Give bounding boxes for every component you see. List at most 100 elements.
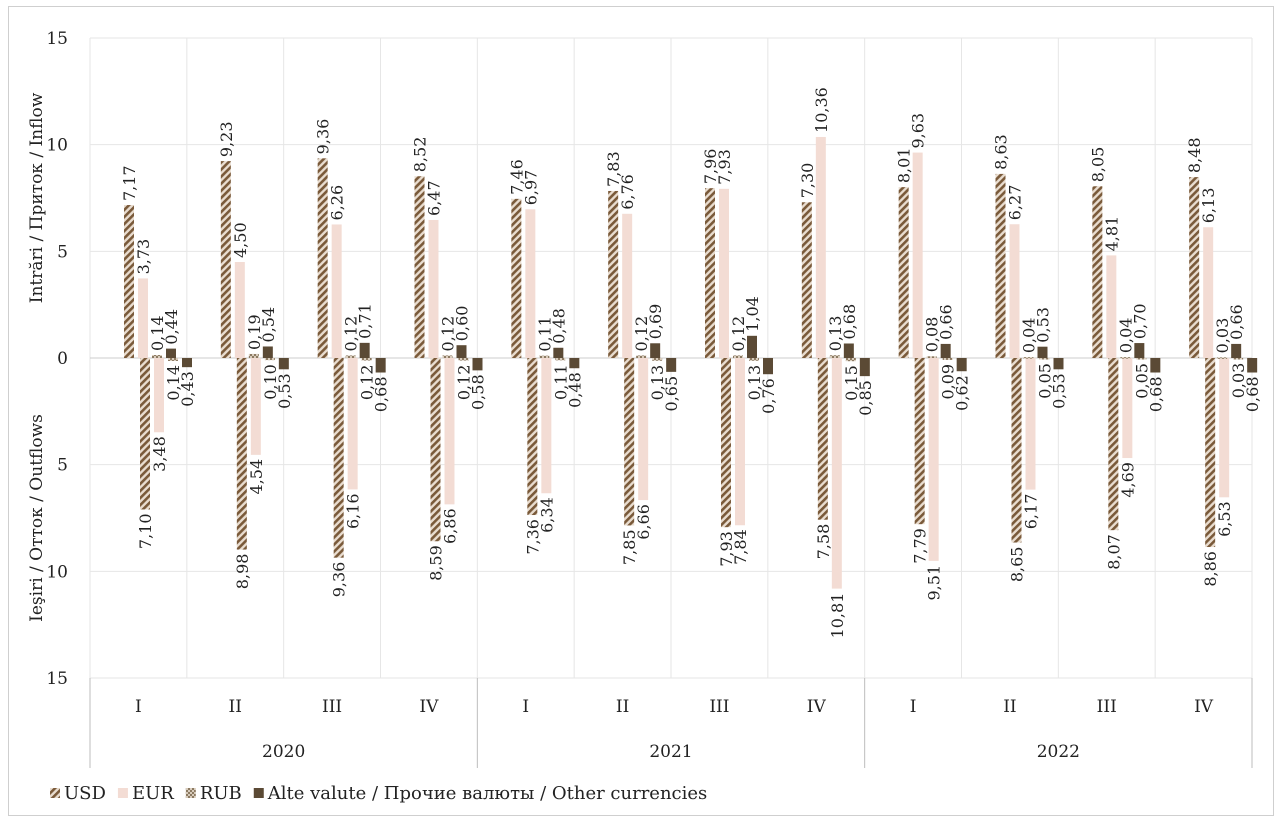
- quarter-label: II: [616, 697, 629, 717]
- data-label-outflow: 0,12: [358, 365, 377, 401]
- data-label-outflow: 9,36: [330, 562, 349, 598]
- bar-outflow-usd: [527, 358, 538, 516]
- data-label-inflow: 0,68: [840, 304, 859, 340]
- bar-inflow-alte: [1134, 343, 1145, 358]
- year-label: 2022: [1037, 742, 1080, 762]
- bar-inflow-rub: [1217, 357, 1228, 359]
- data-label-outflow: 0,43: [178, 371, 197, 407]
- data-label-outflow: 6,66: [634, 504, 653, 540]
- data-label-inflow: 0,04: [1116, 318, 1135, 354]
- data-label-inflow: 0,03: [1213, 318, 1232, 354]
- data-label-inflow: 0,69: [646, 304, 665, 340]
- bar-outflow-alte: [1247, 358, 1258, 373]
- bar-outflow-rub: [361, 358, 372, 361]
- bar-inflow-alte: [747, 335, 757, 358]
- bar-inflow-eur: [138, 278, 148, 358]
- bar-outflow-alte: [859, 358, 870, 377]
- data-label-outflow: 7,93: [717, 531, 736, 567]
- data-label-outflow: 0,68: [1243, 377, 1262, 413]
- data-label-outflow: 7,79: [911, 528, 930, 564]
- bar-outflow-eur: [541, 358, 552, 494]
- data-label-inflow: 8,63: [992, 134, 1011, 170]
- bar-outflow-rub: [1233, 358, 1244, 360]
- data-label-outflow: 4,54: [247, 459, 266, 495]
- data-label-inflow: 8,52: [411, 137, 430, 173]
- bar-outflow-rub: [555, 358, 566, 361]
- bar-outflow-eur: [250, 358, 261, 455]
- bar-outflow-rub: [1136, 358, 1147, 360]
- data-label-outflow: 0,85: [856, 380, 875, 416]
- data-label-outflow: 0,53: [275, 373, 294, 409]
- bar-outflow-alte: [278, 358, 289, 370]
- data-label-outflow: 0,48: [565, 372, 584, 408]
- data-label-inflow: 6,26: [328, 185, 347, 221]
- data-label-inflow: 6,76: [618, 174, 637, 210]
- bar-outflow-alte: [956, 358, 967, 372]
- data-label-outflow: 0,05: [1132, 363, 1151, 399]
- bar-inflow-usd: [898, 187, 909, 358]
- data-label-inflow: 7,96: [701, 149, 720, 185]
- data-label-inflow: 0,13: [826, 316, 845, 352]
- data-label-inflow: 0,48: [549, 308, 568, 344]
- quarter-label: II: [229, 697, 242, 717]
- data-label-outflow: 6,34: [537, 497, 556, 533]
- y-axis-label-outflow: Ieşiri / Отток / Outflows: [27, 414, 47, 622]
- bar-outflow-eur: [1219, 358, 1230, 498]
- quarter-label: I: [135, 697, 142, 717]
- data-label-inflow: 3,73: [134, 239, 153, 275]
- quarter-label: II: [1003, 697, 1016, 717]
- bar-outflow-eur: [735, 358, 745, 526]
- y-tick-label: 5: [57, 242, 68, 262]
- data-label-outflow: 0,13: [745, 365, 764, 401]
- data-label-inflow: 0,14: [148, 315, 167, 351]
- bar-outflow-rub: [845, 358, 856, 362]
- data-label-outflow: 6,53: [1215, 501, 1234, 537]
- data-label-inflow: 0,12: [729, 316, 748, 352]
- bar-inflow-rub: [539, 355, 550, 358]
- data-label-outflow: 0,76: [759, 378, 778, 414]
- bar-outflow-rub: [1039, 358, 1050, 360]
- data-label-outflow: 10,81: [828, 593, 847, 639]
- legend-entry: Alte valute / Прочие валюты / Other curr…: [267, 783, 708, 804]
- data-label-inflow: 0,11: [535, 316, 554, 352]
- data-label-outflow: 7,10: [136, 513, 155, 549]
- bar-outflow-usd: [1108, 358, 1119, 531]
- data-label-inflow: 0,66: [937, 304, 956, 340]
- data-label-outflow: 0,14: [164, 365, 183, 401]
- bar-inflow-alte: [1231, 343, 1242, 358]
- bar-inflow-usd: [220, 161, 231, 358]
- legend: USD EUR RUB Alte valute / Прочие валюты / O…: [50, 783, 707, 804]
- data-label-outflow: 7,58: [814, 524, 833, 560]
- data-label-outflow: 8,86: [1201, 551, 1220, 587]
- bar-outflow-alte: [472, 358, 483, 371]
- data-label-inflow: 0,19: [245, 314, 264, 350]
- legend-entry: USD: [64, 783, 106, 804]
- data-label-inflow: 0,44: [162, 309, 181, 345]
- year-label: 2020: [262, 742, 305, 762]
- bar-inflow-alte: [940, 343, 951, 358]
- year-label: 2021: [649, 742, 692, 762]
- bar-outflow-eur: [928, 358, 939, 561]
- data-label-inflow: 0,04: [1020, 318, 1039, 354]
- bar-inflow-alte: [843, 343, 854, 358]
- data-labels: 7,17 7,10 9,23 8,98 9,36 9,36 8,52 8,59 7,46 7,36…: [120, 87, 1262, 638]
- bar-inflow-usd: [317, 158, 328, 358]
- bar-outflow-eur: [1025, 358, 1036, 490]
- bar-inflow-usd: [801, 202, 812, 358]
- bar-inflow-rub: [442, 355, 453, 358]
- quarter-label: I: [522, 697, 529, 717]
- bar-inflow-eur: [428, 219, 439, 358]
- data-label-outflow: 6,86: [441, 508, 460, 544]
- bar-inflow-alte: [650, 343, 661, 358]
- data-label-inflow: 9,23: [217, 121, 236, 157]
- bar-outflow-rub: [942, 358, 953, 360]
- bar-outflow-alte: [569, 358, 580, 369]
- data-label-outflow: 0,03: [1229, 363, 1248, 399]
- bar-outflow-usd: [1205, 358, 1216, 548]
- data-label-outflow: 0,12: [455, 365, 474, 401]
- bar-inflow-rub: [636, 355, 647, 358]
- data-label-inflow: 0,70: [1130, 303, 1149, 339]
- data-label-inflow: 6,13: [1199, 188, 1218, 224]
- data-label-outflow: 0,68: [1146, 377, 1165, 413]
- data-label-outflow: 0,10: [261, 364, 280, 400]
